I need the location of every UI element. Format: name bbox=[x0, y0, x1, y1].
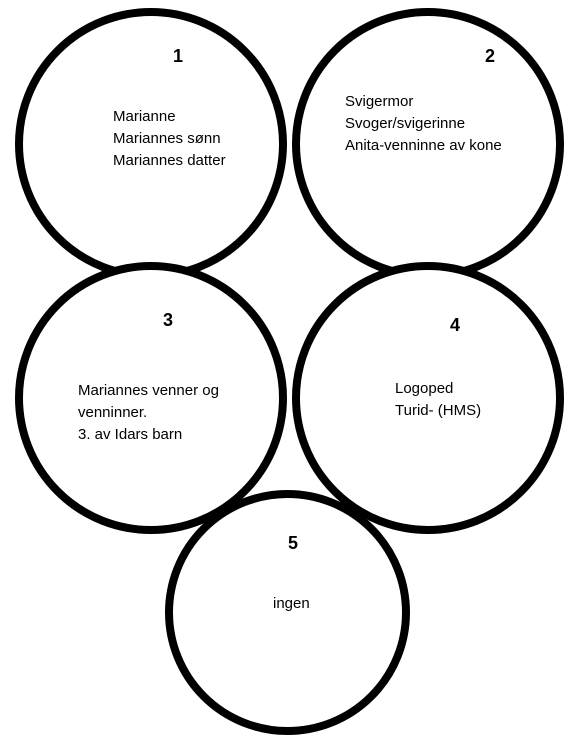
circle-3-number: 3 bbox=[163, 310, 173, 331]
circle-4-content: Logoped Turid- (HMS) bbox=[395, 378, 481, 422]
circle-5-number: 5 bbox=[288, 533, 298, 554]
circle-1-content: Marianne Mariannes sønn Mariannes datter bbox=[113, 106, 226, 172]
circle-3-line-2: venninner. bbox=[78, 402, 219, 424]
circle-3-content: Mariannes venner og venninner. 3. av Ida… bbox=[78, 380, 219, 446]
circle-5-line-1: ingen bbox=[273, 593, 310, 615]
circle-1-line-1: Marianne bbox=[113, 106, 226, 128]
circle-5-content: ingen bbox=[273, 593, 310, 615]
circle-2-number: 2 bbox=[485, 46, 495, 67]
circle-2-line-2: Svoger/svigerinne bbox=[345, 113, 502, 135]
circle-4-line-2: Turid- (HMS) bbox=[395, 400, 481, 422]
diagram-canvas: 5 ingen 1 Marianne Mariannes sønn Marian… bbox=[0, 0, 575, 741]
circle-5: 5 ingen bbox=[165, 490, 410, 735]
circle-1: 1 Marianne Mariannes sønn Mariannes datt… bbox=[15, 8, 287, 280]
circle-4-line-1: Logoped bbox=[395, 378, 481, 400]
circle-2-content: Svigermor Svoger/svigerinne Anita-vennin… bbox=[345, 91, 502, 157]
circle-3-line-3: 3. av Idars barn bbox=[78, 424, 219, 446]
circle-4-number: 4 bbox=[450, 315, 460, 336]
circle-2-line-1: Svigermor bbox=[345, 91, 502, 113]
circle-2: 2 Svigermor Svoger/svigerinne Anita-venn… bbox=[292, 8, 564, 280]
circle-3-line-1: Mariannes venner og bbox=[78, 380, 219, 402]
circle-4: 4 Logoped Turid- (HMS) bbox=[292, 262, 564, 534]
circle-1-line-2: Mariannes sønn bbox=[113, 128, 226, 150]
circle-1-number: 1 bbox=[173, 46, 183, 67]
circle-3: 3 Mariannes venner og venninner. 3. av I… bbox=[15, 262, 287, 534]
circle-2-line-3: Anita-venninne av kone bbox=[345, 135, 502, 157]
circle-1-line-3: Mariannes datter bbox=[113, 150, 226, 172]
